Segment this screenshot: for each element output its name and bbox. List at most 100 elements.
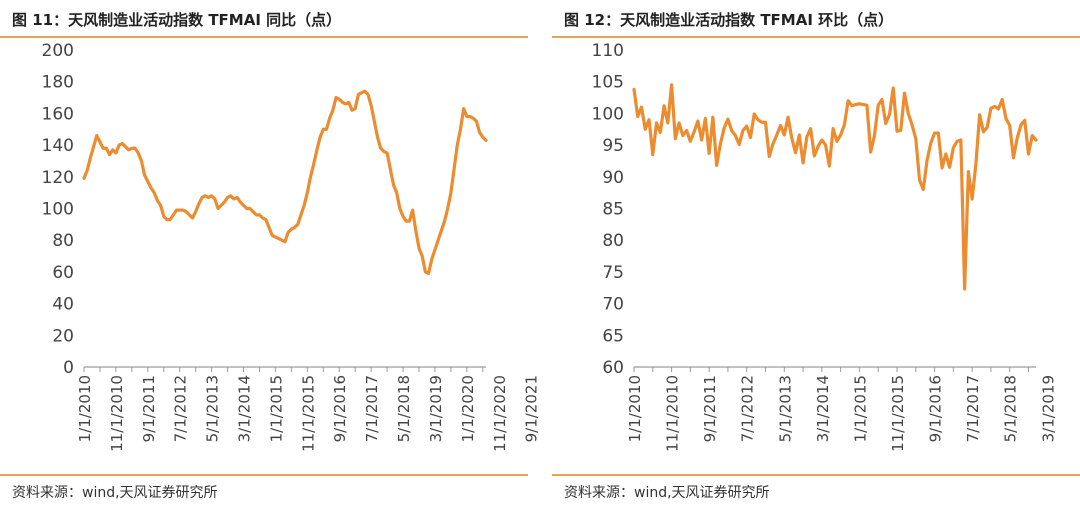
data-point [681,134,684,137]
data-point [175,208,178,211]
x-tick-label: 9/1/2011 [140,375,158,442]
data-point [376,136,379,139]
data-point [299,213,302,216]
data-point [146,180,149,183]
data-point [764,121,767,124]
source-note: 资料来源：wind,天风证券研究所 [12,485,218,501]
data-point [708,152,711,155]
x-tick-label: 11/1/2015 [299,375,317,452]
data-point [405,220,408,223]
data-point [430,258,433,261]
data-point [411,208,414,211]
data-point [914,137,917,140]
data-point [373,120,376,123]
data-point [389,167,392,170]
data-point [993,105,996,108]
data-point [865,104,868,107]
data-point [414,229,417,232]
y-tick-label: 75 [602,263,624,283]
x-tick-label: 11/1/2020 [491,375,509,452]
data-point [813,154,816,157]
data-point [149,186,152,189]
x-tick-label: 3/1/2014 [814,375,832,442]
data-point [312,163,315,166]
data-point [223,201,226,204]
data-point [440,229,443,232]
data-point [95,134,98,137]
data-point [895,130,898,133]
data-point [880,98,883,101]
data-point [437,239,440,242]
data-point [963,287,966,290]
data-point [940,166,943,169]
data-point [303,204,306,207]
data-point [674,137,677,140]
data-point [385,151,388,154]
data-point [178,208,181,211]
data-point [459,128,462,131]
data-point [1001,98,1004,101]
x-tick-label: 9/1/2016 [927,375,945,442]
data-point [197,202,200,205]
x-tick-label: 9/1/2021 [523,375,541,442]
data-point [670,83,673,86]
data-point [433,248,436,251]
x-tick-label: 11/1/2010 [108,375,126,452]
data-point [382,150,385,153]
data-point [922,188,925,191]
data-point [1008,124,1011,127]
data-point [1031,134,1034,137]
data-point [338,98,341,101]
data-point [468,115,471,118]
data-point [267,226,270,229]
data-point [309,175,312,178]
data-point [334,96,337,99]
data-point [809,127,812,130]
data-point [839,133,842,136]
data-point [801,161,804,164]
data-point [824,144,827,147]
data-point [828,164,831,167]
x-tick-label: 7/1/2017 [964,375,982,442]
data-point [1034,138,1037,141]
data-point [636,115,639,118]
data-point [117,144,120,147]
y-tick-label: 65 [602,326,624,346]
data-point [140,159,143,162]
x-tick-label: 11/1/2010 [664,375,682,452]
data-point [820,138,823,141]
data-point [293,226,296,229]
data-point [835,140,838,143]
data-point [677,121,680,124]
y-tick-label: 200 [42,41,74,61]
data-point [659,131,662,134]
x-tick-label: 5/1/2013 [776,375,794,442]
data-point [644,128,647,131]
data-point [188,213,191,216]
data-point [967,170,970,173]
data-point [283,240,286,243]
data-point [632,88,635,91]
data-point [98,140,101,143]
data-point [274,235,277,238]
data-point [666,121,669,124]
data-point [982,130,985,133]
data-point [290,228,293,231]
data-point [296,223,299,226]
data-point [207,196,210,199]
data-point [944,152,947,155]
data-point [159,204,162,207]
data-point [651,153,654,156]
data-point [169,218,172,221]
data-point [749,136,752,139]
data-point [760,121,763,124]
data-point [873,134,876,137]
data-point [130,147,133,150]
data-point [111,148,114,151]
x-tick-label: 1/1/2010 [626,375,644,442]
data-point [156,199,159,202]
data-point [858,102,861,105]
data-point [449,191,452,194]
data-point [484,139,487,142]
x-tick-label: 1/1/2015 [267,375,285,442]
